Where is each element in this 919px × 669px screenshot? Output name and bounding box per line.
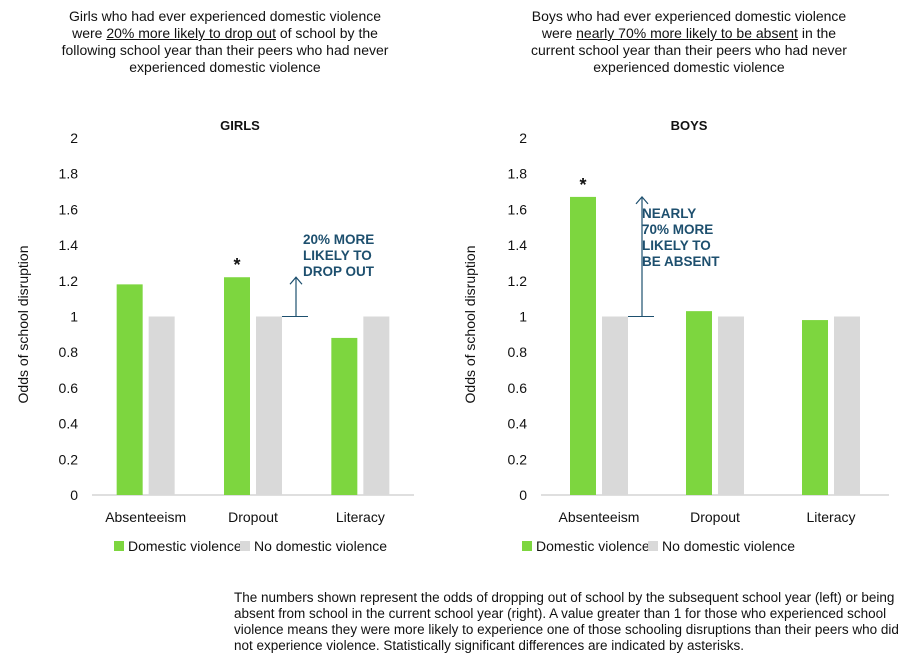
girls-ytick-label: 0.6 bbox=[59, 380, 79, 396]
girls-legend-label: No domestic violence bbox=[254, 538, 387, 554]
boys-bar-domestic-absenteeism bbox=[570, 196, 596, 495]
arrow-head bbox=[635, 195, 649, 205]
boys-bar-no-domestic-dropout bbox=[718, 316, 744, 495]
girls-ytick-label: 2 bbox=[70, 130, 78, 146]
girls-bar-chart: 0 0.2 0.4 0.6 0.8 1 1.2 1.4 1.6 1.8 2 Odds of schoo… bbox=[15, 130, 414, 554]
girls-ytick-label: 0.8 bbox=[59, 344, 79, 360]
boys-subtitle: Boys who had ever experienced domestic v… bbox=[519, 8, 859, 76]
girls-subtitle-part-1: Girls who had ever experienced domestic … bbox=[68, 8, 382, 41]
girls-legend-swatch-no-domestic bbox=[240, 541, 250, 551]
boys-ytick-label: 1.4 bbox=[508, 237, 528, 253]
boys-subtitle-part-2: in the current school year than their pe… bbox=[531, 25, 847, 75]
girls-category-label: Absenteeism bbox=[105, 509, 186, 525]
girls-bar-domestic-literacy bbox=[331, 337, 358, 495]
girls-annotation-text: LIKELY TO bbox=[303, 248, 372, 263]
boys-bar-no-domestic-literacy bbox=[834, 316, 860, 495]
boys-legend-swatch-no-domestic bbox=[648, 541, 658, 551]
boys-subtitle-part-1: Boys who had ever experienced domestic v… bbox=[531, 8, 847, 41]
footnote: The numbers shown represent the odds of … bbox=[234, 590, 899, 653]
girls-ytick-label: 1.6 bbox=[59, 201, 79, 217]
girls-annotation-arrow bbox=[282, 276, 308, 317]
girls-significance-asterisk: * bbox=[233, 255, 240, 275]
boys-ytick-label: 0.4 bbox=[508, 416, 528, 432]
girls-bar-no-domestic-absenteeism bbox=[148, 316, 175, 495]
boys-ytick-label: 0.6 bbox=[508, 380, 528, 396]
girls-ytick-label: 0 bbox=[70, 487, 78, 503]
boys-annotation-text: BE ABSENT bbox=[642, 254, 720, 269]
boys-category-label: Absenteeism bbox=[559, 509, 640, 525]
boys-annotation-arrow bbox=[628, 195, 654, 317]
boys-significance-asterisk: * bbox=[579, 175, 586, 195]
girls-category-label: Literacy bbox=[336, 509, 385, 525]
boys-category-label: Literacy bbox=[806, 509, 855, 525]
girls-bar-domestic-dropout bbox=[224, 277, 250, 495]
girls-chart-title: GIRLS bbox=[220, 118, 260, 133]
girls-annotation-text: 20% MORE bbox=[303, 232, 374, 247]
girls-ytick-label: 0.4 bbox=[59, 416, 79, 432]
boys-annotation-text: 70% MORE bbox=[642, 222, 713, 237]
girls-ytick-label: 0.2 bbox=[59, 451, 79, 467]
girls-subtitle-part-2: of school by the following school year t… bbox=[61, 25, 389, 75]
boys-annotation-text: NEARLY bbox=[642, 206, 696, 221]
boys-ytick-label: 2 bbox=[519, 130, 527, 146]
boys-ytick-label: 0.8 bbox=[508, 344, 528, 360]
boys-bar-domestic-dropout bbox=[686, 311, 712, 495]
girls-legend-label: Domestic violence bbox=[128, 538, 242, 554]
boys-ytick-label: 0.2 bbox=[508, 451, 528, 467]
girls-ytick-label: 1.8 bbox=[59, 166, 79, 182]
boys-ytick-label: 1.6 bbox=[508, 201, 528, 217]
girls-bar-domestic-absenteeism bbox=[116, 284, 143, 495]
boys-ytick-label: 1.8 bbox=[508, 166, 528, 182]
boys-ytick-label: 1 bbox=[519, 309, 527, 325]
girls-subtitle: Girls who had ever experienced domestic … bbox=[55, 8, 395, 76]
boys-ytick-label: 1.2 bbox=[508, 273, 528, 289]
girls-bar-no-domestic-dropout bbox=[256, 316, 282, 495]
boys-legend-label: Domestic violence bbox=[536, 538, 650, 554]
boys-ytick-label: 0 bbox=[519, 487, 527, 503]
girls-category-label: Dropout bbox=[228, 509, 278, 525]
boys-y-axis-label: Odds of school disruption bbox=[462, 246, 478, 404]
boys-legend-swatch-domestic bbox=[522, 541, 532, 551]
boys-legend-label: No domestic violence bbox=[662, 538, 795, 554]
boys-bar-no-domestic-absenteeism bbox=[602, 316, 628, 495]
girls-annotation-text: DROP OUT bbox=[303, 264, 375, 279]
girls-ytick-label: 1 bbox=[70, 309, 78, 325]
arrow-head bbox=[289, 276, 303, 285]
girls-subtitle-highlight: 20% more likely to drop out bbox=[106, 25, 276, 41]
girls-legend-swatch-domestic bbox=[114, 541, 124, 551]
boys-annotation-text: LIKELY TO bbox=[642, 238, 711, 253]
boys-bar-chart: 0 0.2 0.4 0.6 0.8 1 1.2 1.4 1.6 1.8 2 Odds of schoo… bbox=[462, 130, 889, 554]
girls-ytick-label: 1.2 bbox=[59, 273, 79, 289]
boys-bar-domestic-literacy bbox=[802, 320, 828, 495]
girls-y-axis-label: Odds of school disruption bbox=[15, 246, 31, 404]
boys-chart-title: BOYS bbox=[670, 118, 708, 133]
boys-subtitle-highlight: nearly 70% more likely to be absent bbox=[576, 25, 798, 41]
boys-panel: Boys who had ever experienced domestic v… bbox=[459, 0, 918, 570]
girls-panel: Girls who had ever experienced domestic … bbox=[0, 0, 459, 570]
girls-bar-no-domestic-literacy bbox=[363, 316, 390, 495]
boys-category-label: Dropout bbox=[690, 509, 740, 525]
girls-ytick-label: 1.4 bbox=[59, 237, 79, 253]
